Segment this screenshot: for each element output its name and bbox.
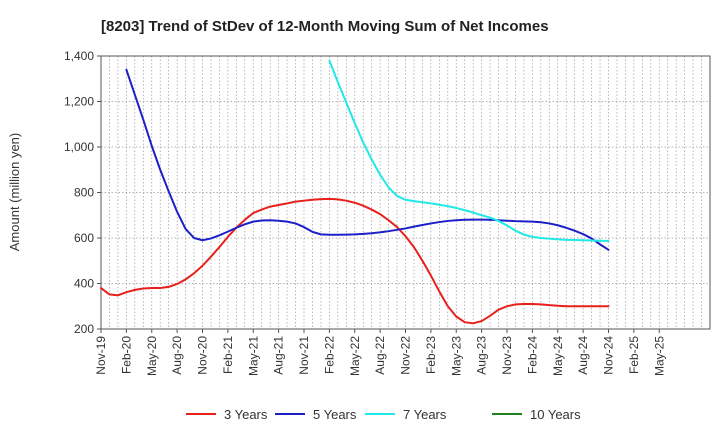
x-tick-label: Nov-21 [297, 336, 311, 375]
y-tick-label: 200 [74, 322, 94, 336]
x-tick-label: May-20 [145, 336, 159, 376]
x-tick-label: Nov-22 [399, 336, 413, 375]
series-line-7-years [328, 59, 610, 242]
series-layer [100, 59, 610, 325]
x-tick-label: May-22 [348, 336, 362, 376]
x-tick-label: Nov-23 [500, 336, 514, 375]
x-tick-label: Feb-22 [322, 336, 336, 374]
legend-label: 5 Years [313, 407, 357, 422]
axes: 200 400 600 800 1,000 1,200 1,400 Nov-19 Feb-20 M… [64, 49, 711, 376]
y-tick-label: 1,200 [64, 95, 94, 109]
x-tick-label: May-21 [246, 336, 260, 376]
series-line-3-years [100, 197, 610, 325]
x-tick-label: Feb-21 [221, 336, 235, 374]
legend-label: 7 Years [403, 407, 447, 422]
x-tick-label: Feb-24 [525, 336, 539, 374]
x-tick-label: Nov-20 [196, 336, 210, 375]
x-tick-label: Aug-24 [576, 336, 590, 375]
x-tick-label: Aug-21 [272, 336, 286, 375]
x-tick-label: May-25 [652, 336, 666, 376]
y-tick-label: 800 [74, 186, 94, 200]
x-tick-label: Aug-20 [170, 336, 184, 375]
series-line-5-years [125, 68, 610, 251]
y-tick-label: 400 [74, 277, 94, 291]
x-tick-label: May-23 [449, 336, 463, 376]
grid [100, 55, 711, 330]
x-tick-label: Feb-25 [627, 336, 641, 374]
x-tick-label: May-24 [551, 336, 565, 376]
legend: 3 Years 5 Years 7 Years 10 Years [186, 407, 581, 422]
legend-label: 10 Years [530, 407, 581, 422]
legend-label: 3 Years [224, 407, 268, 422]
x-tick-label: Feb-20 [119, 336, 133, 374]
chart-title: [8203] Trend of StDev of 12-Month Moving… [101, 18, 549, 35]
x-tick-label: Aug-22 [373, 336, 387, 375]
y-tick-label: 1,400 [64, 49, 94, 63]
x-tick-label: Aug-23 [475, 336, 489, 375]
y-tick-label: 1,000 [64, 140, 94, 154]
x-tick-label: Nov-24 [602, 336, 616, 375]
y-tick-label: 600 [74, 231, 94, 245]
x-tick-label: Nov-19 [94, 336, 108, 375]
x-tick-label: Feb-23 [424, 336, 438, 374]
y-axis-label: Amount (million yen) [7, 133, 22, 252]
